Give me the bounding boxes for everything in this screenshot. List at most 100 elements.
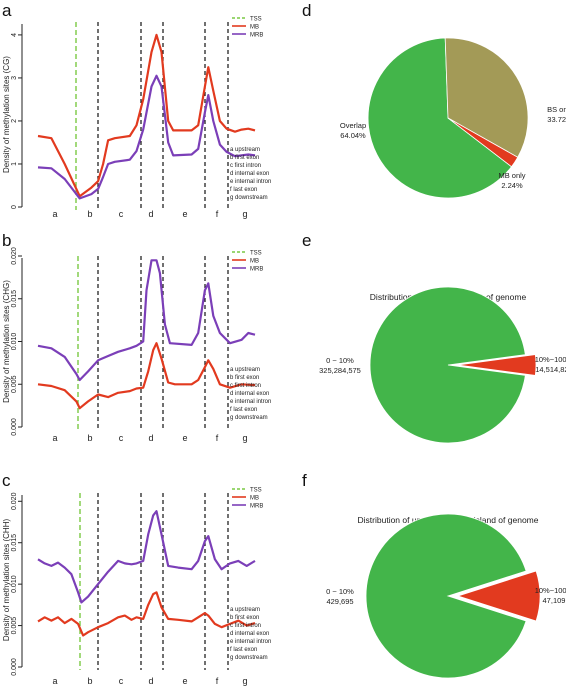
region-key-c: d internal exon (230, 631, 269, 637)
y-tick-label-b: 0.010 (11, 333, 18, 351)
region-key-c: c first intron (230, 623, 261, 629)
region-key-c: f last exon (230, 647, 257, 653)
legend-label-c: TSS (250, 488, 262, 494)
legend-label-a: MB (250, 25, 259, 31)
pie-slice-10-100--e (457, 354, 537, 376)
pie-slice-0-10--e (369, 286, 526, 444)
y-tick-label-b: 0.005 (11, 375, 18, 393)
region-label-a: g (242, 209, 247, 219)
region-key-a: d internal exon (230, 171, 269, 177)
legend-label-b: MB (250, 259, 259, 265)
legend-label-b: MRB (250, 267, 263, 273)
slice-label-value-e: 325,284,575 (319, 366, 361, 375)
y-tick-label-b: 0.000 (11, 418, 18, 436)
series-line-mb-a (37, 33, 256, 198)
pie-slice-mb-only-d (447, 117, 519, 168)
y-tick-label-c: 0.020 (11, 492, 18, 510)
region-key-c: g downstream (230, 655, 268, 661)
region-key-a: g downstream (230, 195, 268, 201)
series-line-mb-c (37, 591, 256, 637)
region-label-c: e (182, 676, 187, 686)
region-key-a: c first intron (230, 163, 261, 169)
region-label-c: c (119, 676, 124, 686)
region-key-b: a upstream (230, 367, 260, 373)
pie-slice-10-100--f (456, 570, 541, 622)
region-label-c: a (52, 676, 57, 686)
legend-label-c: MB (250, 496, 259, 502)
y-tick-label-c: 0.010 (11, 575, 18, 593)
slice-label-name-f: 0 ~ 10% (326, 587, 354, 596)
y-tick-label-a: 2 (11, 119, 18, 123)
region-key-c: b first exon (230, 615, 259, 621)
region-key-a: a upstream (230, 147, 260, 153)
y-tick-label-a: 3 (11, 76, 18, 80)
slice-label-name-d: MB only (498, 171, 525, 180)
y-axis-label-a: Density of methylation sites (CG) (2, 56, 11, 173)
slice-label-name-e: 10%~100% (535, 355, 566, 364)
slice-label-value-f: 429,695 (326, 597, 353, 606)
region-label-c: b (87, 676, 92, 686)
slice-label-value-d: 2.24% (501, 181, 523, 190)
region-label-a: e (182, 209, 187, 219)
panel-letter-e: e (302, 231, 311, 250)
legend-label-a: TSS (250, 17, 262, 23)
series-line-mb-b (37, 342, 256, 410)
region-key-b: e internal intron (230, 399, 271, 405)
region-label-a: d (148, 209, 153, 219)
y-tick-label-c: 0.015 (11, 534, 18, 552)
y-tick-label-b: 0.015 (11, 290, 18, 308)
region-key-a: e internal intron (230, 179, 271, 185)
pie-slice-bs-only-d (444, 37, 529, 158)
region-label-b: f (216, 433, 219, 443)
slice-label-name-e: 0 ~ 10% (326, 356, 354, 365)
y-tick-label-c: 0.005 (11, 617, 18, 635)
region-label-c: d (148, 676, 153, 686)
slice-label-value-d: 33.72% (547, 115, 566, 124)
pie-slice-overlap-d (367, 37, 513, 199)
region-key-c: a upstream (230, 607, 260, 613)
region-label-a: b (87, 209, 92, 219)
region-label-c: f (216, 676, 219, 686)
region-label-a: c (119, 209, 124, 219)
slice-label-name-d: Overlap (340, 121, 366, 130)
slice-label-value-e: 14,514,829 (535, 365, 566, 374)
region-label-b: d (148, 433, 153, 443)
region-key-b: c first intron (230, 383, 261, 389)
region-label-a: a (52, 209, 57, 219)
region-label-a: f (216, 209, 219, 219)
y-tick-label-a: 0 (11, 205, 18, 209)
panel-letter-f: f (302, 471, 307, 490)
y-axis-label-b: Density of methylation sites (CHG) (2, 280, 11, 403)
y-tick-label-b: 0.020 (11, 247, 18, 265)
region-label-b: a (52, 433, 57, 443)
series-line-mrb-c (37, 510, 256, 604)
legend-label-a: MRB (250, 33, 263, 39)
pie-slice-0-10--f (365, 513, 527, 679)
panel-letter-c: c (2, 471, 11, 490)
series-line-mrb-a (37, 74, 256, 200)
region-key-b: b first exon (230, 375, 259, 381)
slice-label-value-f: 47,109 (543, 596, 566, 605)
region-key-b: g downstream (230, 415, 268, 421)
y-tick-label-a: 1 (11, 162, 18, 166)
region-label-b: c (119, 433, 124, 443)
region-label-c: g (242, 676, 247, 686)
region-label-b: g (242, 433, 247, 443)
panel-letter-a: a (2, 1, 12, 20)
slice-label-name-f: 10%~100% (535, 586, 566, 595)
region-label-b: b (87, 433, 92, 443)
y-axis-label-c: Density of methylation sites (CHH) (2, 519, 11, 642)
region-key-b: f last exon (230, 407, 257, 413)
region-key-a: f last exon (230, 187, 257, 193)
y-tick-label-a: 4 (11, 33, 18, 37)
region-key-a: b first exon (230, 155, 259, 161)
legend-label-b: TSS (250, 251, 262, 257)
region-label-b: e (182, 433, 187, 443)
legend-label-c: MRB (250, 504, 263, 510)
series-line-mrb-b (37, 259, 256, 382)
slice-label-value-d: 64.04% (340, 131, 366, 140)
y-tick-label-c: 0.000 (11, 658, 18, 676)
slice-label-name-d: BS only (547, 105, 566, 114)
region-key-b: d internal exon (230, 391, 269, 397)
